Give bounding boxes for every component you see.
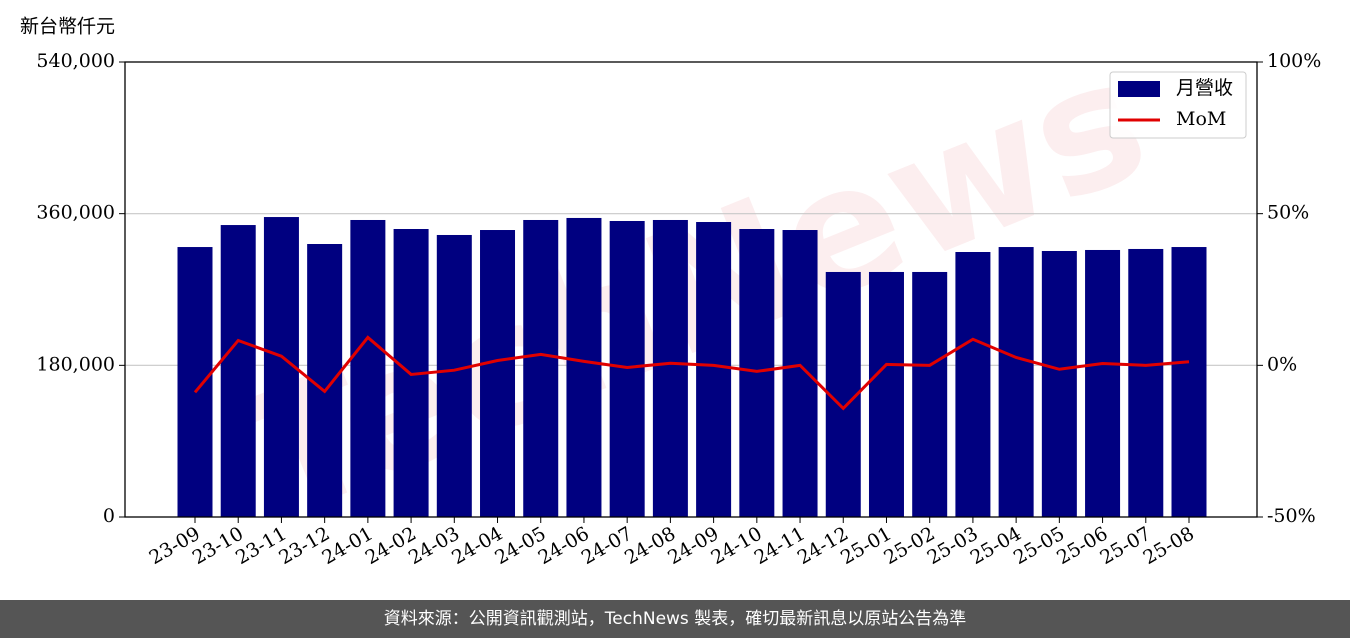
bar (955, 252, 991, 517)
bar (566, 217, 602, 518)
bar (523, 219, 559, 517)
bar (739, 229, 775, 518)
y2-tick-label: 0% (1267, 353, 1297, 375)
legend-label: MoM (1176, 108, 1226, 130)
bar (912, 271, 948, 517)
bar (177, 247, 213, 518)
bar (1085, 249, 1121, 517)
y-tick-label: 540,000 (36, 50, 115, 72)
chart: 新台幣仟元 TechNews 0180,000360,000540,000-50… (20, 16, 1321, 570)
y-axis-label: 新台幣仟元 (20, 16, 115, 38)
y2-tick-label: -50% (1267, 505, 1316, 527)
footer: 資料來源：公開資訊觀測站，TechNews 製表，確切最新訊息以原站公告為準 (0, 600, 1350, 638)
y2-tick-label: 50% (1267, 202, 1309, 224)
x-tick-label: 25-08 (1140, 523, 1198, 569)
bar (652, 219, 688, 517)
legend: 月營收 MoM (1109, 71, 1247, 139)
bar (782, 230, 818, 517)
plot-frame (124, 61, 1258, 518)
bar (1128, 248, 1164, 517)
bar (480, 230, 516, 517)
bar (998, 247, 1034, 518)
y2-tick-label: 100% (1267, 50, 1321, 72)
y-tick-label: 0 (103, 505, 115, 527)
legend-label: 月營收 (1176, 77, 1233, 99)
bar (1171, 247, 1207, 518)
bar (350, 219, 386, 517)
bar (220, 225, 256, 517)
line (193, 335, 1190, 411)
bar (609, 220, 645, 517)
bar (696, 222, 732, 517)
bar (1041, 250, 1077, 517)
y-tick-label: 360,000 (36, 202, 115, 224)
bar (868, 271, 904, 517)
legend-swatch (1118, 81, 1160, 97)
bar (436, 234, 472, 517)
y-tick-label: 180,000 (36, 353, 115, 375)
